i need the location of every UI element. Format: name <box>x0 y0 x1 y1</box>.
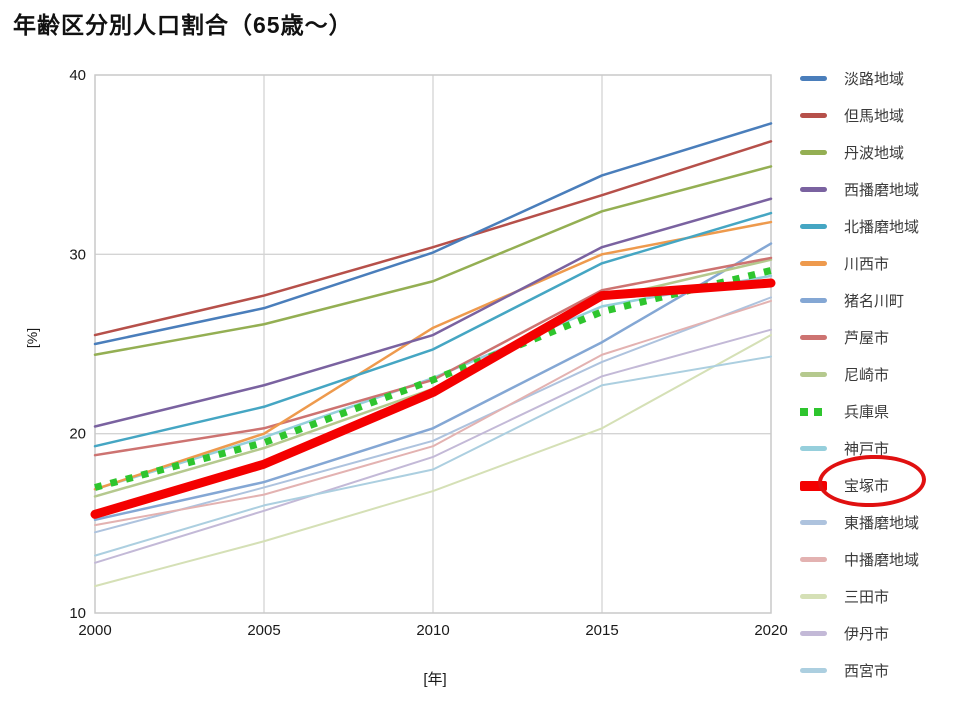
legend-label: 川西市 <box>844 256 890 273</box>
x-tick-label: 2000 <box>78 622 111 639</box>
legend-swatch <box>800 480 827 491</box>
series-line-宝塚市 <box>90 278 776 519</box>
legend-label: 淡路地域 <box>844 71 905 88</box>
legend-label: 但馬地域 <box>844 108 905 125</box>
legend-label: 尼崎市 <box>844 367 890 384</box>
legend-swatch <box>800 298 827 303</box>
series-line-兵庫県 <box>94 267 772 491</box>
legend-item-川西市: 川西市 <box>800 245 950 282</box>
legend-swatch <box>800 261 827 266</box>
series-line-伊丹市 <box>94 328 772 564</box>
series-line-西播磨地域 <box>93 197 773 428</box>
y-axis-title: [%] <box>24 327 41 349</box>
series-line-淡路地域 <box>93 122 773 346</box>
legend-item-猪名川町: 猪名川町 <box>800 282 950 319</box>
legend-item-宝塚市: 宝塚市 <box>800 467 950 504</box>
legend-swatch <box>800 76 827 81</box>
series-line-但馬地域 <box>93 140 773 337</box>
legend-swatch <box>800 631 827 636</box>
legend: 淡路地域但馬地域丹波地域西播磨地域北播磨地域川西市猪名川町芦屋市尼崎市兵庫県神戸… <box>800 60 950 689</box>
legend-swatch <box>800 557 827 562</box>
legend-item-伊丹市: 伊丹市 <box>800 615 950 652</box>
legend-item-北播磨地域: 北播磨地域 <box>800 208 950 245</box>
legend-swatch <box>800 187 827 192</box>
legend-swatch <box>800 150 827 155</box>
legend-item-三田市: 三田市 <box>800 578 950 615</box>
legend-label: 中播磨地域 <box>844 552 920 569</box>
series-line-三田市 <box>94 334 772 588</box>
x-tick-label: 2015 <box>585 622 618 639</box>
legend-label: 丹波地域 <box>844 145 905 162</box>
legend-item-丹波地域: 丹波地域 <box>800 134 950 171</box>
legend-label: 三田市 <box>844 589 890 606</box>
y-tick-label: 40 <box>69 67 86 84</box>
legend-swatch <box>800 113 827 118</box>
legend-swatch <box>800 520 827 525</box>
legend-item-芦屋市: 芦屋市 <box>800 319 950 356</box>
legend-item-尼崎市: 尼崎市 <box>800 356 950 393</box>
chart-title: 年齢区分別人口割合（65歳〜） <box>13 12 353 38</box>
legend-swatch <box>800 668 827 673</box>
y-tick-label: 30 <box>69 246 86 263</box>
legend-item-兵庫県: 兵庫県 <box>800 393 950 430</box>
legend-label: 西播磨地域 <box>844 182 920 199</box>
legend-item-淡路地域: 淡路地域 <box>800 60 950 97</box>
series-line-中播磨地域 <box>94 299 772 527</box>
series-line-猪名川町 <box>93 242 773 521</box>
legend-swatch <box>800 224 827 229</box>
legend-label: 兵庫県 <box>844 404 890 421</box>
legend-label: 宝塚市 <box>844 478 890 495</box>
legend-label: 西宮市 <box>844 663 890 680</box>
legend-item-東播磨地域: 東播磨地域 <box>800 504 950 541</box>
x-tick-label: 2005 <box>247 622 280 639</box>
series-line-川西市 <box>93 220 773 491</box>
legend-swatch <box>800 335 827 340</box>
x-axis-title: [年] <box>423 671 447 688</box>
series-line-東播磨地域 <box>94 296 772 534</box>
series-line-西宮市 <box>94 355 772 557</box>
y-tick-label: 10 <box>69 605 86 622</box>
legend-item-神戸市: 神戸市 <box>800 430 950 467</box>
series-line-丹波地域 <box>93 165 773 357</box>
series-line-北播磨地域 <box>93 211 773 448</box>
x-tick-label: 2010 <box>416 622 449 639</box>
legend-item-西播磨地域: 西播磨地域 <box>800 171 950 208</box>
x-tick-label: 2020 <box>754 622 787 639</box>
legend-label: 神戸市 <box>844 441 890 458</box>
legend-swatch <box>800 407 827 416</box>
legend-swatch <box>800 446 827 451</box>
legend-item-西宮市: 西宮市 <box>800 652 950 689</box>
legend-label: 北播磨地域 <box>844 219 920 236</box>
y-tick-label: 20 <box>69 426 86 443</box>
legend-swatch <box>800 594 827 599</box>
legend-swatch <box>800 372 827 377</box>
legend-label: 猪名川町 <box>844 293 905 310</box>
legend-label: 伊丹市 <box>844 626 890 643</box>
legend-item-但馬地域: 但馬地域 <box>800 97 950 134</box>
legend-label: 東播磨地域 <box>844 515 920 532</box>
legend-label: 芦屋市 <box>844 330 890 347</box>
legend-item-中播磨地域: 中播磨地域 <box>800 541 950 578</box>
